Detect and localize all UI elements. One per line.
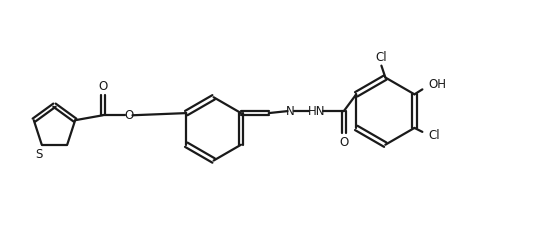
Text: S: S [35,149,42,161]
Text: OH: OH [428,78,446,91]
Text: O: O [124,109,133,122]
Text: N: N [286,105,295,118]
Text: Cl: Cl [376,51,387,64]
Text: Cl: Cl [428,129,440,142]
Text: O: O [339,136,348,149]
Text: HN: HN [308,105,325,118]
Text: O: O [98,80,107,92]
